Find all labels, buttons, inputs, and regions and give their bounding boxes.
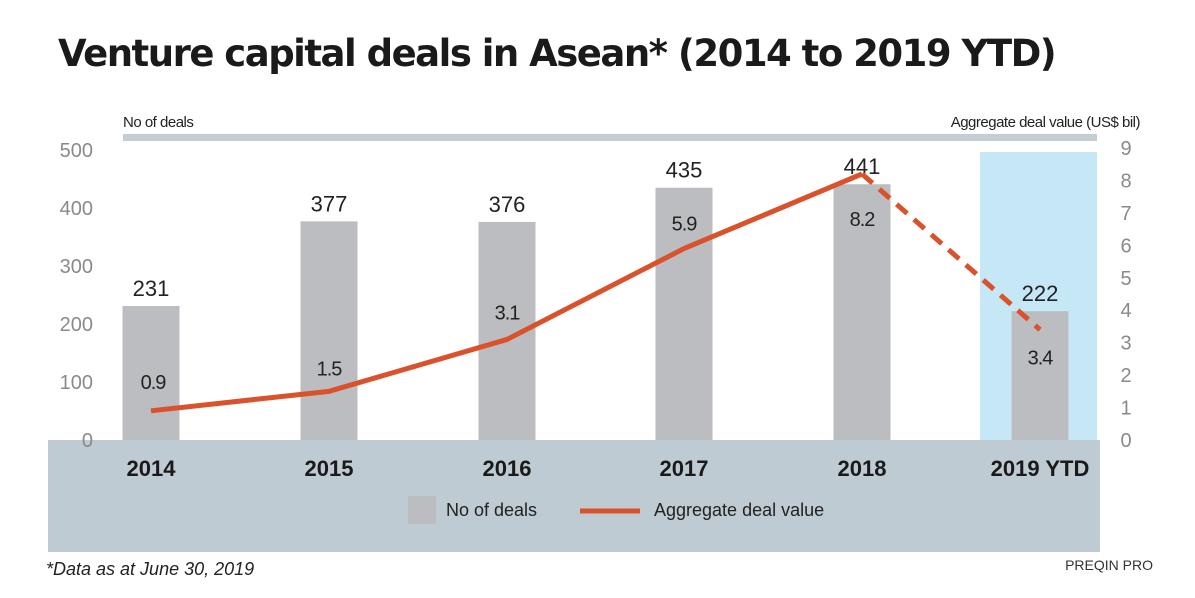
left-tick-label: 400 [60,198,93,220]
right-tick-label: 9 [1120,138,1131,160]
bar-value-label: 231 [133,276,170,301]
left-tick-label: 200 [60,314,93,336]
category-label: 2019 YTD [991,456,1090,481]
bar-value-label: 435 [666,158,703,183]
line-value-label: 5.9 [672,214,698,236]
right-tick-label: 4 [1120,300,1131,322]
right-tick-label: 2 [1120,365,1131,387]
bar-2015 [300,221,358,440]
bar-value-label: 222 [1022,281,1059,306]
line-value-label: 0.9 [141,372,167,394]
right-tick-label: 0 [1120,430,1131,452]
left-tick-label: 100 [60,372,93,394]
left-axis-label: No of deals [123,114,193,131]
category-band [48,440,1100,552]
category-label: 2017 [660,456,709,481]
line-value-label: 3.1 [495,302,521,324]
line-value-label: 1.5 [317,358,343,380]
bar-2017 [655,187,713,440]
left-tick-label: 500 [60,140,93,162]
category-label: 2015 [305,456,354,481]
left-tick-label: 0 [82,430,93,452]
footnote: *Data as at June 30, 2019 [46,559,254,579]
right-tick-label: 7 [1120,203,1131,225]
source: PREQIN PRO [1065,557,1153,573]
bar-value-label: 376 [489,192,526,217]
top-rule [123,134,1097,141]
right-axis-label: Aggregate deal value (US$ bil) [951,114,1141,131]
bar-2019-YTD [1011,311,1069,440]
right-tick-label: 5 [1120,268,1131,290]
bar-2014 [122,306,180,440]
legend-swatch-deals [408,496,436,524]
right-tick-label: 3 [1120,333,1131,355]
line-value-label: 3.4 [1028,348,1054,370]
category-label: 2018 [838,456,887,481]
chart-title: Venture capital deals in Asean* (2014 to… [58,32,1055,75]
bar-2018 [833,184,891,440]
category-label: 2016 [483,456,532,481]
right-tick-label: 1 [1120,398,1131,420]
right-tick-label: 8 [1120,170,1131,192]
left-tick-label: 300 [60,256,93,278]
line-value-label: 8.2 [850,209,876,231]
category-label: 2014 [127,456,177,481]
legend-label-deals: No of deals [446,500,537,520]
line-aggregate-value [150,171,863,414]
bar-value-label: 377 [311,191,348,216]
legend-label-value: Aggregate deal value [654,500,824,520]
right-tick-label: 6 [1120,235,1131,257]
line-aggregate-value-ytd-dashed [860,172,1042,332]
